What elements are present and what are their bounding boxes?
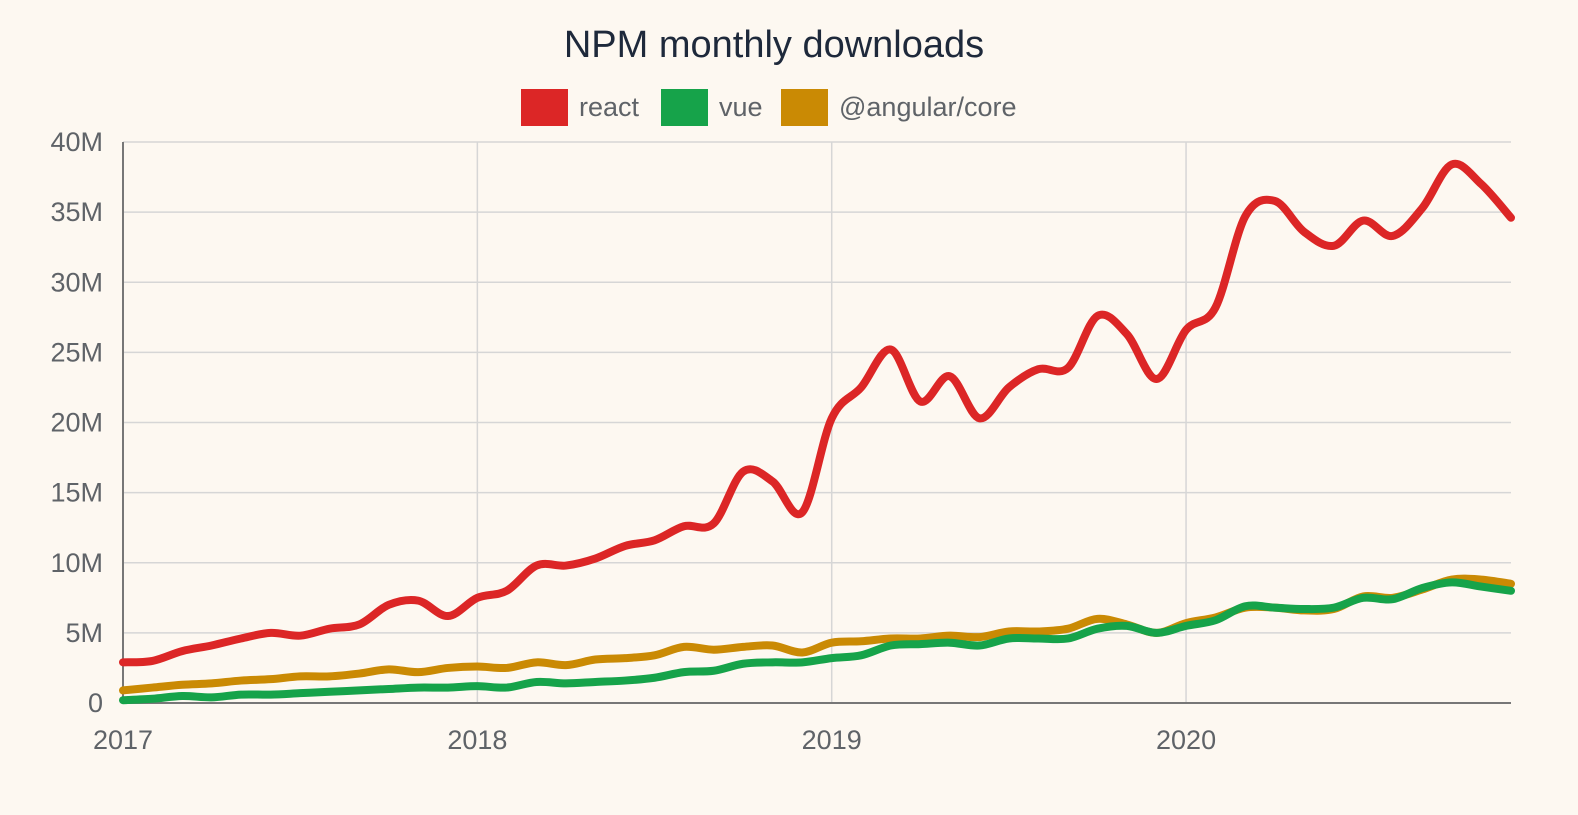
legend-label: @angular/core <box>839 92 1017 122</box>
legend-item-angular-core[interactable]: @angular/core <box>781 89 1017 126</box>
axes <box>122 142 1511 704</box>
legend-swatch <box>521 89 568 126</box>
legend-swatch <box>781 89 828 126</box>
legend: react vue @angular/core <box>521 89 1017 126</box>
x-tick-label: 2020 <box>1156 725 1216 755</box>
x-tick-label: 2017 <box>93 725 153 755</box>
series-line-vue <box>119 578 1515 705</box>
tick-labels: 0 5M 10M 15M 20M 25M 30M 35M 40M 2017 2018 2019 2020 <box>50 127 1216 755</box>
legend-label: react <box>579 92 640 122</box>
y-tick-label: 10M <box>50 548 103 578</box>
chart-title: NPM monthly downloads <box>564 24 984 66</box>
legend-label: vue <box>719 92 763 122</box>
legend-item-react[interactable]: react <box>521 89 640 126</box>
y-tick-label: 40M <box>50 127 103 157</box>
x-tick-label: 2019 <box>802 725 862 755</box>
series-line-angular-core <box>119 574 1515 695</box>
x-tick-label: 2018 <box>447 725 507 755</box>
y-tick-label: 5M <box>65 618 103 648</box>
y-tick-label: 20M <box>50 408 103 438</box>
data-series <box>119 159 1515 705</box>
y-tick-label: 35M <box>50 197 103 227</box>
y-tick-label: 0 <box>88 688 103 718</box>
y-tick-label: 25M <box>50 337 103 367</box>
grid-lines <box>122 141 1511 704</box>
legend-swatch <box>661 89 708 126</box>
series-line-react <box>119 159 1515 667</box>
y-tick-label: 15M <box>50 478 103 508</box>
y-tick-label: 30M <box>50 267 103 297</box>
legend-item-vue[interactable]: vue <box>661 89 763 126</box>
